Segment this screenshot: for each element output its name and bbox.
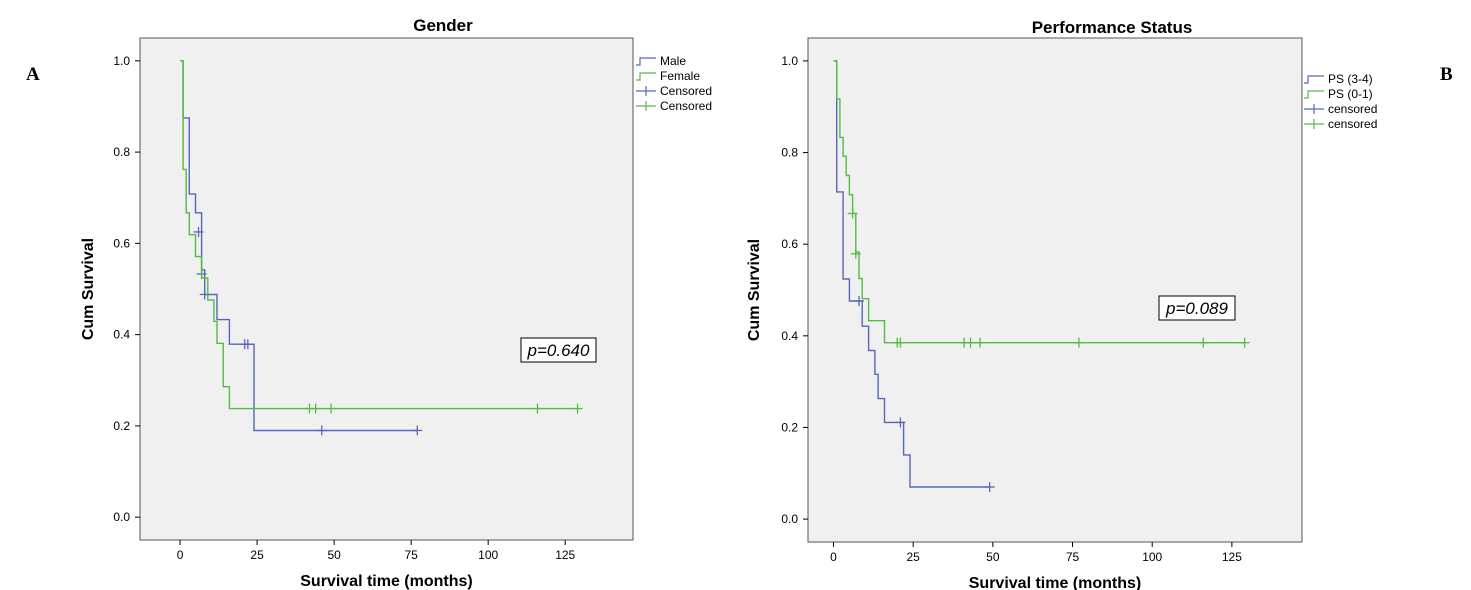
legend-item: PS (3-4): [1304, 72, 1373, 86]
p-value-annotation: p=0.640: [527, 341, 590, 360]
y-tick-label: 0.0: [113, 510, 130, 524]
x-tick-label: 50: [986, 550, 1000, 564]
performance-status-survival-chart: Performance Status Survival time (months)…: [746, 18, 1377, 590]
legend-line-swatch: [1304, 75, 1324, 84]
x-tick-label: 100: [478, 548, 498, 562]
legend-label: censored: [1328, 117, 1377, 131]
censor-mark-ps-0-1: [965, 337, 976, 348]
censor-mark-male: [412, 425, 423, 436]
x-axis-label: Survival time (months): [300, 573, 472, 590]
y-tick-label: 0.4: [113, 328, 130, 342]
censor-mark-female: [310, 403, 321, 414]
p-value-annotation: p=0.089: [1165, 299, 1228, 318]
legend-label: PS (3-4): [1328, 72, 1373, 86]
legend-label: Censored: [660, 84, 712, 98]
legend-item: PS (0-1): [1304, 87, 1373, 101]
y-tick-label: 0.8: [781, 146, 798, 160]
x-tick-label: 0: [830, 550, 837, 564]
legend-item: Censored: [636, 84, 712, 98]
censor-mark-ps-0-1: [1239, 337, 1250, 348]
x-tick-label: 75: [1066, 550, 1080, 564]
x-tick-label: 125: [555, 548, 575, 562]
legend-label: Female: [660, 69, 700, 83]
x-tick-label: 0: [177, 548, 184, 562]
legend-label: censored: [1328, 102, 1377, 116]
censor-mark-male: [193, 226, 204, 237]
survival-curve-ps-3-4: [833, 60, 990, 488]
censor-mark-male: [242, 339, 253, 350]
y-tick-label: 0.4: [781, 329, 798, 343]
censor-mark-ps-3-4: [853, 295, 864, 306]
x-axis-label: Survival time (months): [969, 575, 1141, 590]
censor-mark-ps-3-4: [895, 417, 906, 428]
y-tick-label: 1.0: [781, 54, 798, 68]
p-value-box: [1158, 295, 1236, 321]
censor-mark-ps-0-1: [1073, 337, 1084, 348]
panel-letter-a: A: [26, 64, 40, 85]
censor-mark-ps-0-1: [850, 248, 861, 259]
x-tick-label: 100: [1142, 550, 1162, 564]
panel-letter-b: B: [1440, 64, 1453, 85]
survival-curve-female: [180, 60, 578, 410]
y-tick-label: 0.2: [781, 420, 798, 434]
x-tick-label: 125: [1222, 550, 1242, 564]
y-tick-label: 0.0: [781, 512, 798, 526]
legend-line-swatch: [636, 57, 656, 66]
y-tick-label: 0.8: [113, 145, 130, 159]
censor-mark-ps-0-1: [847, 208, 858, 219]
x-tick-label: 75: [404, 548, 418, 562]
x-tick-label: 50: [327, 548, 341, 562]
legend-line-swatch: [1304, 90, 1324, 99]
chart-title: Gender: [413, 16, 473, 35]
legend-label: PS (0-1): [1328, 87, 1373, 101]
censor-mark-female: [326, 403, 337, 414]
x-tick-label: 25: [250, 548, 264, 562]
censor-mark-female: [572, 403, 583, 414]
y-axis-label: Cum Survival: [746, 239, 763, 341]
censor-mark-female: [532, 403, 543, 414]
plot-area: [807, 37, 1303, 543]
survival-curve-male: [180, 60, 418, 432]
censor-mark-ps-0-1: [1198, 337, 1209, 348]
legend-item: censored: [1304, 117, 1377, 131]
censor-mark-ps-3-4: [984, 482, 995, 493]
y-axis-label: Cum Survival: [80, 238, 97, 340]
x-tick-label: 25: [906, 550, 920, 564]
legend-label: Censored: [660, 99, 712, 113]
censor-mark-male: [316, 425, 327, 436]
plot-area: [139, 37, 634, 541]
gender-survival-chart: Gender Survival time (months) Cum Survival…: [80, 16, 712, 590]
legend-item: censored: [1304, 102, 1377, 116]
y-tick-label: 1.0: [113, 54, 130, 68]
y-tick-label: 0.6: [113, 236, 130, 250]
legend-item: Censored: [636, 99, 712, 113]
legend-item: Female: [636, 69, 700, 83]
p-value-box: [520, 337, 597, 363]
legend-label: Male: [660, 54, 686, 68]
y-tick-label: 0.6: [781, 237, 798, 251]
y-tick-label: 0.2: [113, 419, 130, 433]
chart-title: Performance Status: [1032, 18, 1193, 37]
legend-line-swatch: [636, 72, 656, 81]
legend-item: Male: [636, 54, 686, 68]
survival-curve-ps-0-1: [833, 60, 1245, 344]
censor-mark-ps-0-1: [895, 337, 906, 348]
censor-mark-ps-0-1: [975, 337, 986, 348]
